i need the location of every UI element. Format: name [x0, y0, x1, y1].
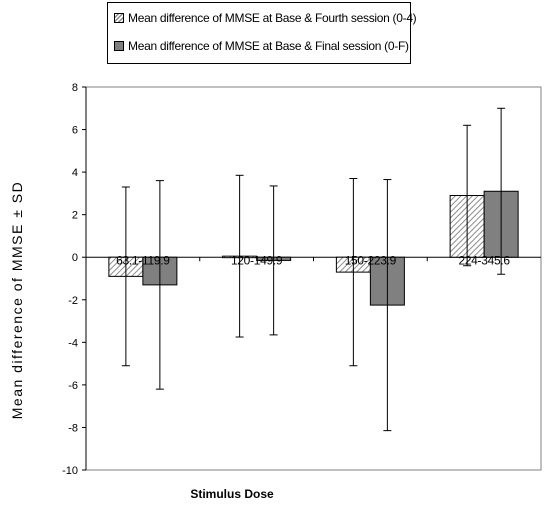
legend-item-series-2: Mean difference of MMSE at Base & Final …: [114, 39, 409, 53]
y-tick-label: -4: [68, 337, 78, 349]
y-tick-label: 4: [72, 167, 78, 179]
legend-label-series-1: Mean difference of MMSE at Base & Fourth…: [128, 11, 417, 25]
y-tick-label: 2: [72, 210, 78, 222]
x-tick-label: 224-345.6: [458, 253, 510, 267]
y-tick-label: 6: [72, 125, 78, 137]
chart-legend: Mean difference of MMSE at Base & Fourth…: [107, 2, 417, 64]
legend-label-series-2: Mean difference of MMSE at Base & Final …: [128, 39, 409, 53]
plot-area: -10 -8 -6 -4 -2 0 2 4 6 8 63.1-119.9 120-149.9 150-2…: [62, 82, 542, 477]
x-tick-label: 63.1-119.9: [116, 253, 170, 267]
legend-item-series-1: Mean difference of MMSE at Base & Fourth…: [114, 11, 417, 25]
x-tick-label: 120-149.9: [231, 253, 283, 267]
y-tick-label: -8: [68, 422, 78, 434]
y-tick-label: -10: [62, 465, 78, 477]
legend-swatch-hatched: [114, 13, 124, 23]
y-tick-label: 8: [72, 82, 78, 94]
y-tick-label: 0: [72, 252, 78, 264]
y-tick-label: -2: [68, 295, 78, 307]
x-tick-label: 150-223.9: [345, 253, 397, 267]
x-axis-title: Stimulus Dose: [190, 487, 274, 501]
y-tick-label: -6: [68, 380, 78, 392]
legend-swatch-solid: [114, 41, 124, 51]
